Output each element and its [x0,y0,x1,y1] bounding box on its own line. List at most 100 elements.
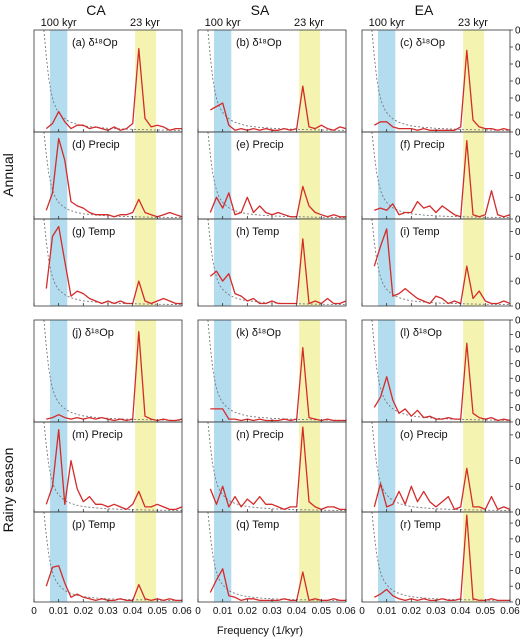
band-label-23kyr: 23 kyr [294,17,324,29]
y-tick-label: 0.5 [515,345,520,356]
y-tick-label: 0.2 [515,252,520,263]
spectrum-line [374,140,511,218]
reference-curve [371,511,511,602]
panel-label: (l) δ¹⁸Op [400,327,442,339]
spectrum-line [46,331,183,422]
band-23kyr [135,219,157,306]
y-tick-label: 0.3 [515,227,520,238]
panel-d: (d) Precip [33,131,183,220]
band-23kyr [299,219,321,306]
y-tick-label: 0.4 [515,60,520,71]
reference-curve [371,131,511,219]
band-100kyr [50,320,68,422]
spectrum-line [373,228,511,305]
band-100kyr [214,30,232,132]
band-23kyr [135,132,157,219]
y-tick-label: 0 [515,598,520,609]
y-tick-label: 0.2 [515,94,520,105]
row-group-rainy-season: Rainy season [0,448,16,533]
band-23kyr [463,422,485,512]
band-label-23kyr: 23 kyr [458,17,488,29]
y-tick-label: 0.3 [515,550,520,561]
reference-curve [371,218,511,306]
panel-k: (k) δ¹⁸Op [197,319,347,423]
band-100kyr [214,132,232,219]
band-100kyr [378,512,396,602]
spectrum-line [209,568,346,602]
x-tick-label: 0.02 [74,606,94,617]
x-tick-label: 0.06 [336,606,356,617]
panel-label: (q) Temp [236,519,279,531]
reference-curve [207,319,347,421]
band-100kyr [50,30,68,132]
x-tick-label: 0.03 [426,606,446,617]
panel-label: (m) Precip [72,429,123,441]
x-tick-label: 0.06 [172,606,192,617]
x-tick-label: 0.02 [238,606,258,617]
spectrum-line [374,514,510,602]
x-tick-label: 0.03 [98,606,118,617]
panel-label: (a) δ¹⁸Op [72,37,118,49]
y-tick-label: 0.1 [515,482,520,493]
panel-label: (n) Precip [236,429,284,441]
panel-label: (f) Precip [400,139,445,151]
panel-label: (c) δ¹⁸Op [400,37,445,49]
reference-curve [43,421,183,512]
y-tick-label: 0.3 [515,149,520,160]
reference-curve [43,319,183,421]
y-tick-label: 0 [515,128,520,139]
reference-curve [371,29,511,131]
panel-label: (o) Precip [400,429,448,441]
band-23kyr [299,132,321,219]
row-group-annual: Annual [0,153,16,197]
band-100kyr [214,512,232,602]
y-tick-label: 0.6 [515,330,520,341]
panel-label: (i) Temp [400,226,440,238]
x-tick-label: 0.05 [476,606,496,617]
y-tick-label: 0 [515,418,520,429]
band-23kyr [299,512,321,602]
panel-label: (p) Temp [72,519,115,531]
x-tick-label: 0 [31,606,37,617]
spectrum-line [373,49,511,131]
y-tick-label: 0.1 [515,277,520,288]
reference-curve [371,421,511,512]
y-tick-label: 0.6 [515,26,520,37]
y-tick-label: 0.4 [515,534,520,545]
y-tick-label: 0 [515,302,520,313]
x-tick-label: 0.05 [312,606,332,617]
band-23kyr [299,320,321,422]
reference-curve [43,29,183,131]
panel-o: (o) Precip 0 0.1 0.2 0.3 [361,421,520,519]
y-tick-label: 0.3 [515,374,520,385]
band-100kyr [50,512,68,602]
spectrum-line [209,85,347,131]
spectrum-line [373,467,511,511]
column-title-ea: EA [415,2,434,18]
x-tick-label: 0.01 [377,606,397,617]
panel-label: (g) Temp [72,226,115,238]
x-tick-label: 0 [195,606,201,617]
spectrum-line [45,565,182,602]
band-23kyr [135,512,157,602]
panel-g: (g) Temp [33,218,183,307]
x-tick-label: 0.03 [262,606,282,617]
band-100kyr [50,219,68,306]
panel-label: (r) Temp [400,519,441,531]
spectrum-line [210,347,346,422]
panel-r: (r) Temp00.10.20.30.40.500.010.020.030.0… [359,511,520,617]
x-tick-label: 0.06 [500,606,520,617]
panel-h: (h) Temp [197,218,347,307]
y-tick-label: 0.2 [515,456,520,467]
panel-label: (b) δ¹⁸Op [236,37,282,49]
reference-curve [43,131,183,219]
spectrum-line [373,342,511,422]
band-100kyr [378,132,396,219]
spectrum-line [209,426,346,511]
y-tick-label: 0.1 [515,403,520,414]
x-tick-label: 0.01 [49,606,69,617]
band-100kyr [214,320,232,422]
spectrum-line [209,238,347,305]
band-23kyr [463,30,485,132]
panel-label: (k) δ¹⁸Op [236,327,281,339]
